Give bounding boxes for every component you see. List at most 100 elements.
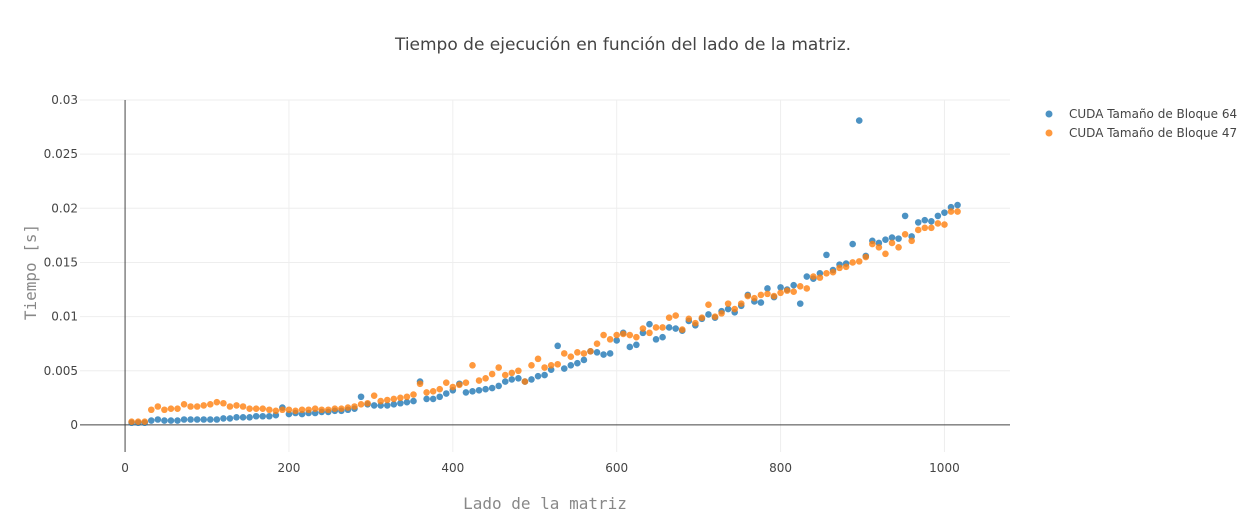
data-point[interactable] xyxy=(921,216,929,224)
data-point[interactable] xyxy=(947,208,955,215)
data-point[interactable] xyxy=(265,406,273,414)
data-point[interactable] xyxy=(174,405,181,412)
data-point[interactable] xyxy=(652,336,660,343)
data-point[interactable] xyxy=(456,381,463,389)
data-point[interactable] xyxy=(482,385,489,393)
data-point[interactable] xyxy=(403,398,411,406)
data-point[interactable] xyxy=(737,300,745,307)
data-point[interactable] xyxy=(462,389,470,396)
data-point[interactable] xyxy=(600,331,607,339)
data-point[interactable] xyxy=(816,274,824,281)
data-point[interactable] xyxy=(410,397,417,405)
data-point[interactable] xyxy=(364,399,371,407)
data-point[interactable] xyxy=(370,392,378,399)
data-point[interactable] xyxy=(888,239,896,247)
data-point[interactable] xyxy=(934,220,942,227)
data-point[interactable] xyxy=(462,379,470,386)
data-point[interactable] xyxy=(941,221,948,228)
data-point[interactable] xyxy=(646,320,653,328)
data-point[interactable] xyxy=(167,417,175,424)
data-point[interactable] xyxy=(567,362,575,369)
data-point[interactable] xyxy=(914,226,922,234)
data-point[interactable] xyxy=(829,268,837,276)
data-point[interactable] xyxy=(305,406,312,414)
data-point[interactable] xyxy=(790,281,797,289)
data-point[interactable] xyxy=(331,405,339,412)
data-point[interactable] xyxy=(259,412,267,420)
data-point[interactable] xyxy=(580,356,588,364)
data-point[interactable] xyxy=(731,305,738,313)
data-point[interactable] xyxy=(888,234,896,241)
data-point[interactable] xyxy=(213,416,221,423)
data-point[interactable] xyxy=(390,395,398,403)
data-point[interactable] xyxy=(318,406,326,414)
data-point[interactable] xyxy=(665,324,673,331)
data-point[interactable] xyxy=(521,378,529,385)
data-point[interactable] xyxy=(246,405,253,412)
data-point[interactable] xyxy=(862,253,870,261)
data-point[interactable] xyxy=(836,264,843,272)
data-point[interactable] xyxy=(469,388,476,395)
data-point[interactable] xyxy=(718,310,725,317)
data-point[interactable] xyxy=(279,406,286,414)
data-point[interactable] xyxy=(823,269,830,277)
data-point[interactable] xyxy=(626,343,634,351)
data-point[interactable] xyxy=(390,401,398,408)
data-point[interactable] xyxy=(934,212,942,220)
data-point[interactable] xyxy=(534,372,542,380)
data-point[interactable] xyxy=(475,377,483,384)
data-point[interactable] xyxy=(239,414,247,421)
data-point[interactable] xyxy=(220,399,227,407)
data-point[interactable] xyxy=(757,299,765,306)
data-point[interactable] xyxy=(665,314,673,321)
data-point[interactable] xyxy=(560,350,568,357)
data-point[interactable] xyxy=(324,406,332,414)
data-point[interactable] xyxy=(206,416,214,423)
data-point[interactable] xyxy=(501,378,509,385)
data-point[interactable] xyxy=(698,314,706,321)
data-point[interactable] xyxy=(796,300,804,307)
data-point[interactable] xyxy=(606,350,614,357)
data-point[interactable] xyxy=(593,349,601,356)
data-point[interactable] xyxy=(659,333,666,341)
data-point[interactable] xyxy=(770,292,778,300)
data-point[interactable] xyxy=(672,325,679,332)
data-point[interactable] xyxy=(692,319,699,327)
data-point[interactable] xyxy=(783,287,791,294)
data-point[interactable] xyxy=(397,394,404,402)
data-point[interactable] xyxy=(292,407,299,415)
data-point[interactable] xyxy=(226,415,234,422)
data-point[interactable] xyxy=(711,313,719,320)
data-point[interactable] xyxy=(233,402,240,409)
data-point[interactable] xyxy=(154,403,162,410)
data-point[interactable] xyxy=(187,403,194,410)
data-point[interactable] xyxy=(344,404,352,411)
data-point[interactable] xyxy=(855,117,863,124)
data-point[interactable] xyxy=(921,224,929,232)
data-point[interactable] xyxy=(534,355,542,363)
data-point[interactable] xyxy=(429,388,437,395)
data-point[interactable] xyxy=(790,288,797,296)
data-point[interactable] xyxy=(383,402,391,409)
data-point[interactable] xyxy=(652,324,660,331)
data-point[interactable] xyxy=(678,326,686,333)
data-point[interactable] xyxy=(311,405,319,412)
data-point[interactable] xyxy=(849,259,856,266)
data-point[interactable] xyxy=(377,397,385,405)
data-point[interactable] xyxy=(200,416,208,423)
data-point[interactable] xyxy=(193,416,201,423)
data-point[interactable] xyxy=(764,290,771,298)
data-point[interactable] xyxy=(633,341,640,349)
data-point[interactable] xyxy=(842,263,850,271)
data-point[interactable] xyxy=(495,382,503,390)
data-point[interactable] xyxy=(246,414,253,421)
data-point[interactable] xyxy=(259,405,267,412)
data-point[interactable] xyxy=(475,386,483,394)
data-point[interactable] xyxy=(744,292,752,300)
data-point[interactable] xyxy=(383,396,391,404)
data-point[interactable] xyxy=(928,224,935,232)
data-point[interactable] xyxy=(128,418,135,425)
data-point[interactable] xyxy=(751,294,758,302)
data-point[interactable] xyxy=(449,383,457,391)
data-point[interactable] xyxy=(528,376,535,383)
